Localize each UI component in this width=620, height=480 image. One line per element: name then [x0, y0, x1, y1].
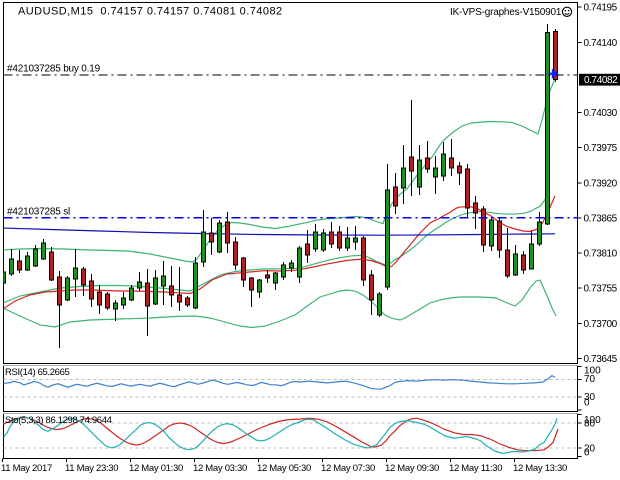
svg-text:IK-VPS-graphes-V150901: IK-VPS-graphes-V150901 [450, 7, 562, 18]
svg-text:0.73810: 0.73810 [584, 249, 618, 260]
svg-text:12 May 01:30: 12 May 01:30 [129, 463, 183, 474]
svg-text:0.73975: 0.73975 [584, 143, 618, 154]
svg-text:0.73755: 0.73755 [584, 284, 618, 295]
svg-text:Sto(5,3,3) 86.1298 74.9644: Sto(5,3,3) 86.1298 74.9644 [5, 415, 112, 426]
svg-text:12 May 11:30: 12 May 11:30 [449, 463, 502, 474]
svg-text:20: 20 [584, 444, 596, 455]
svg-text:0: 0 [584, 398, 590, 409]
svg-text:AUDUSD,M15 0.74157 0.74157 0.: AUDUSD,M15 0.74157 0.74157 0.74081 0.740… [18, 6, 283, 18]
svg-text:11 May 2017: 11 May 2017 [1, 463, 52, 474]
svg-text:0.74195: 0.74195 [584, 3, 618, 14]
svg-text:12 May 05:30: 12 May 05:30 [257, 463, 311, 474]
svg-text:70: 70 [584, 374, 596, 385]
svg-text:30: 30 [584, 392, 596, 403]
svg-text:0.73920: 0.73920 [584, 178, 618, 189]
svg-text:0.73645: 0.73645 [584, 354, 618, 365]
svg-text:0.73865: 0.73865 [584, 214, 618, 225]
svg-text:0.74140: 0.74140 [584, 38, 618, 49]
svg-text:0: 0 [584, 448, 590, 459]
svg-text:100: 100 [584, 366, 601, 377]
svg-text:#421037285 sl: #421037285 sl [7, 207, 70, 218]
svg-text:12 May 13:30: 12 May 13:30 [513, 463, 567, 474]
svg-text:11 May 23:30: 11 May 23:30 [65, 463, 118, 474]
svg-text:0.74030: 0.74030 [584, 108, 618, 119]
svg-text:#421037285 buy 0.19: #421037285 buy 0.19 [7, 64, 101, 75]
svg-text:RSI(14) 65.2665: RSI(14) 65.2665 [5, 367, 70, 378]
svg-text:12 May 09:30: 12 May 09:30 [385, 463, 439, 474]
svg-text:12 May 07:30: 12 May 07:30 [321, 463, 375, 474]
svg-text:12 May 03:30: 12 May 03:30 [193, 463, 247, 474]
svg-text:0.73700: 0.73700 [584, 319, 618, 330]
svg-text:100: 100 [584, 415, 601, 426]
svg-text:80: 80 [584, 419, 596, 430]
svg-text:0.74082: 0.74082 [584, 75, 618, 86]
